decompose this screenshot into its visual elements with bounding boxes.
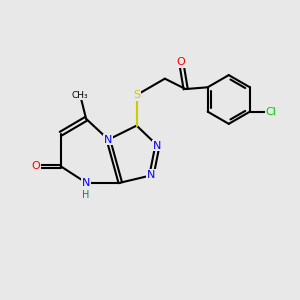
Text: CH₃: CH₃ bbox=[72, 91, 88, 100]
Text: Cl: Cl bbox=[266, 107, 277, 117]
Text: N: N bbox=[147, 170, 156, 180]
Text: N: N bbox=[104, 135, 112, 145]
Text: O: O bbox=[31, 161, 40, 171]
Text: S: S bbox=[133, 90, 140, 100]
Text: N: N bbox=[153, 140, 162, 151]
Text: O: O bbox=[177, 57, 186, 67]
Text: N: N bbox=[82, 178, 90, 188]
Text: H: H bbox=[82, 190, 90, 200]
